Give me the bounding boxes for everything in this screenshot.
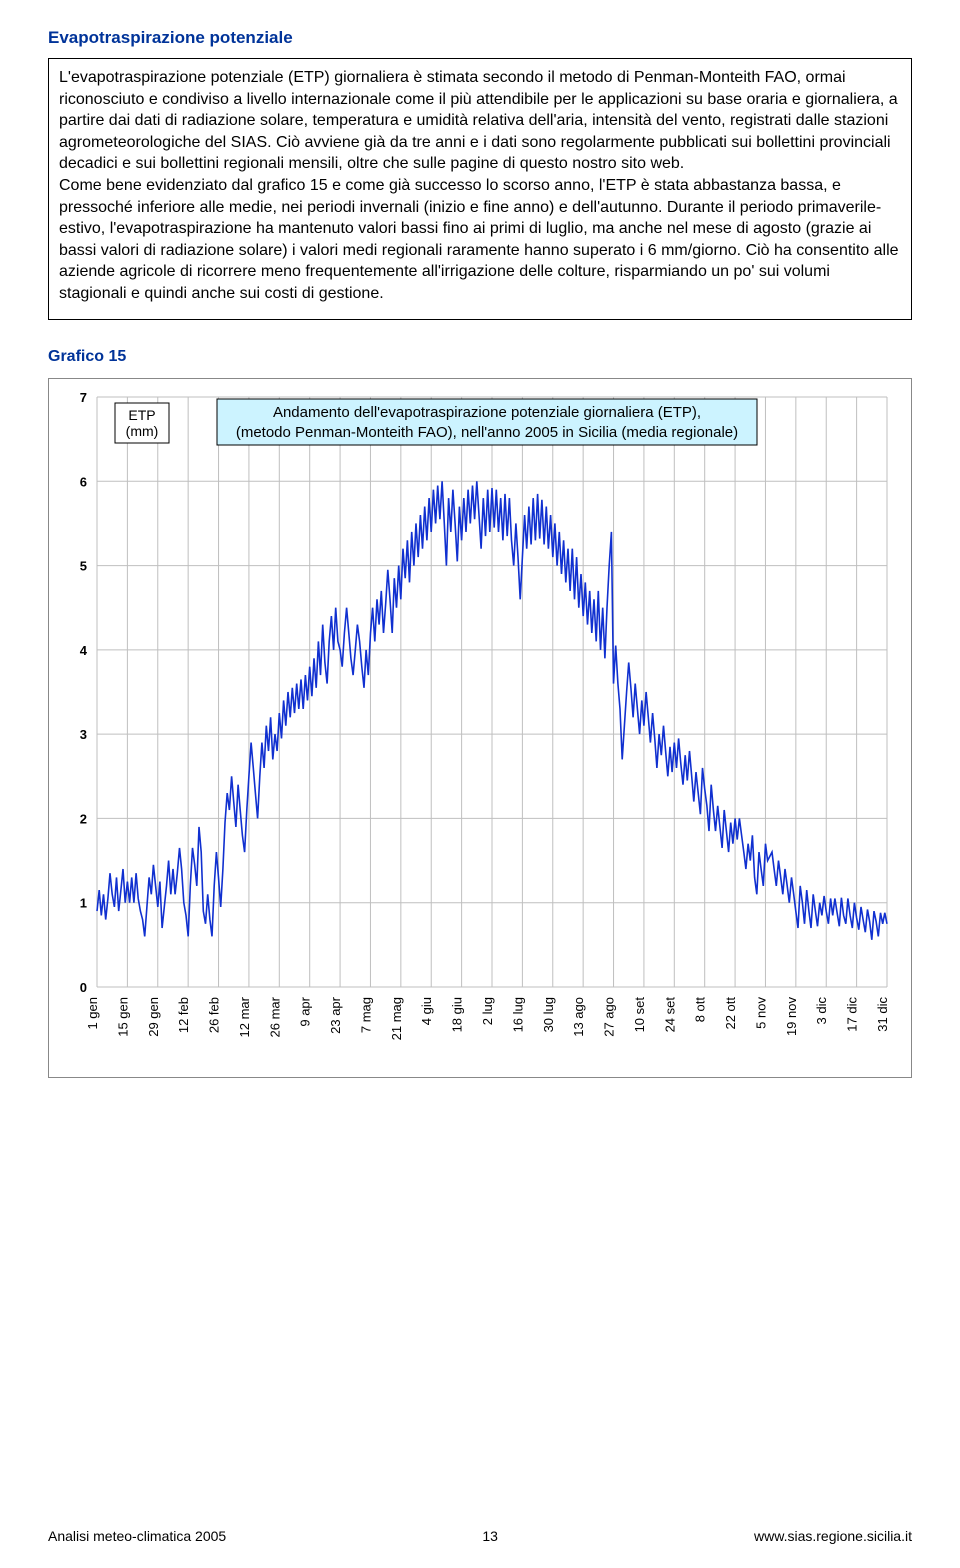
svg-text:26 feb: 26 feb xyxy=(207,997,222,1033)
svg-text:2 lug: 2 lug xyxy=(480,997,495,1025)
svg-text:1 gen: 1 gen xyxy=(85,997,100,1030)
svg-text:6: 6 xyxy=(80,474,87,489)
svg-text:17 dic: 17 dic xyxy=(845,996,860,1031)
svg-text:7 mag: 7 mag xyxy=(358,997,373,1033)
section-title: Evapotraspirazione potenziale xyxy=(48,28,912,48)
svg-text:24 set: 24 set xyxy=(662,996,677,1032)
svg-text:10 set: 10 set xyxy=(632,996,647,1032)
svg-text:19 nov: 19 nov xyxy=(784,996,799,1036)
body-text-box: L'evapotraspirazione potenziale (ETP) gi… xyxy=(48,58,912,320)
svg-text:16 lug: 16 lug xyxy=(510,997,525,1032)
chart-label: Grafico 15 xyxy=(48,348,912,366)
svg-text:27 ago: 27 ago xyxy=(602,997,617,1037)
svg-text:2: 2 xyxy=(80,811,87,826)
svg-text:5: 5 xyxy=(80,558,87,573)
svg-text:(metodo Penman-Monteith FAO),: (metodo Penman-Monteith FAO), nell'anno … xyxy=(236,424,738,441)
svg-text:21 mag: 21 mag xyxy=(389,997,404,1040)
svg-text:12 mar: 12 mar xyxy=(237,996,252,1037)
svg-text:29 gen: 29 gen xyxy=(146,997,161,1037)
svg-text:1: 1 xyxy=(80,895,87,910)
body-paragraph: L'evapotraspirazione potenziale (ETP) gi… xyxy=(59,67,901,305)
svg-text:31 dic: 31 dic xyxy=(875,996,890,1031)
footer-right: www.sias.regione.sicilia.it xyxy=(754,1528,912,1544)
svg-text:3 dic: 3 dic xyxy=(814,996,829,1024)
svg-text:12 feb: 12 feb xyxy=(176,997,191,1033)
svg-text:15 gen: 15 gen xyxy=(115,997,130,1037)
footer: Analisi meteo-climatica 2005 13 www.sias… xyxy=(48,1528,912,1544)
svg-text:5 nov: 5 nov xyxy=(753,996,768,1028)
svg-text:23 apr: 23 apr xyxy=(328,996,343,1034)
svg-text:30 lug: 30 lug xyxy=(541,997,556,1032)
svg-text:22 ott: 22 ott xyxy=(723,996,738,1029)
svg-text:13 ago: 13 ago xyxy=(571,997,586,1037)
svg-text:9 apr: 9 apr xyxy=(298,996,313,1026)
svg-text:8 ott: 8 ott xyxy=(693,996,708,1022)
svg-text:ETP: ETP xyxy=(128,407,155,423)
svg-text:0: 0 xyxy=(80,980,87,995)
chart-container: 0 1 2 3 4 5 6 7 1 gen 15 gen 29 gen 12 feb 26 feb 12 … xyxy=(48,378,912,1078)
svg-text:4 giu: 4 giu xyxy=(419,997,434,1025)
svg-text:7: 7 xyxy=(80,390,87,405)
svg-text:Andamento dell'evapotraspirazi: Andamento dell'evapotraspirazione potenz… xyxy=(273,404,701,421)
svg-text:26 mar: 26 mar xyxy=(267,996,282,1037)
svg-text:4: 4 xyxy=(80,642,88,657)
footer-center: 13 xyxy=(482,1528,498,1544)
svg-text:(mm): (mm) xyxy=(126,423,159,439)
svg-text:18 giu: 18 giu xyxy=(450,997,465,1032)
footer-left: Analisi meteo-climatica 2005 xyxy=(48,1528,226,1544)
svg-text:3: 3 xyxy=(80,727,87,742)
